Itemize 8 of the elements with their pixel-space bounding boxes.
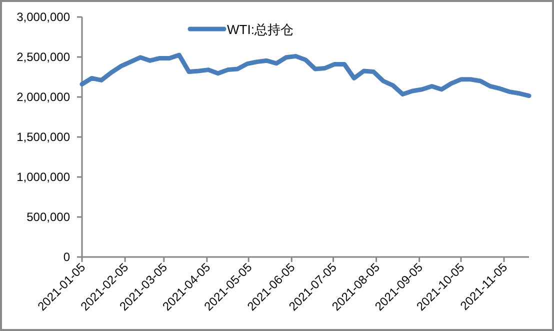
legend-label: WTI:总持仓	[227, 22, 294, 37]
y-tick-label: 2,500,000	[16, 50, 70, 64]
y-tick-label: 3,000,000	[16, 10, 70, 24]
y-tick-label: 2,000,000	[16, 90, 70, 104]
y-tick-label: 1,500,000	[16, 130, 70, 144]
y-tick-label: 500,000	[26, 210, 70, 224]
y-tick-label: 0	[63, 250, 70, 264]
y-tick-label: 1,000,000	[16, 170, 70, 184]
